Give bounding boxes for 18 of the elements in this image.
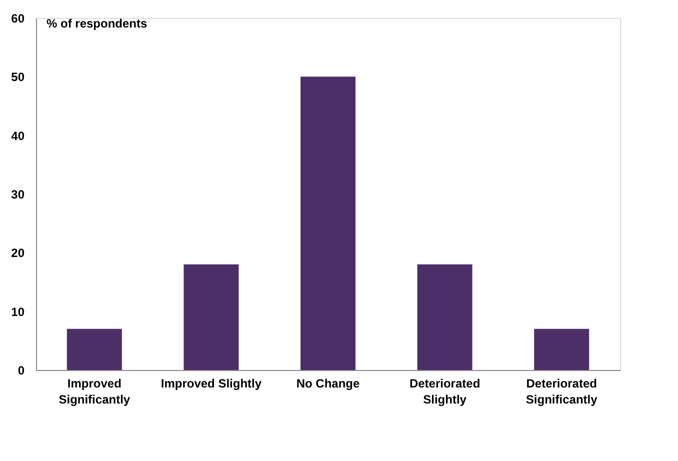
- x-tick-label: Deteriorated Significantly: [526, 376, 598, 406]
- x-tick-label: Deteriorated Slightly: [409, 376, 480, 406]
- y-tick-label: 20: [11, 246, 25, 260]
- bar: [417, 264, 472, 370]
- y-tick-label: 50: [11, 70, 25, 84]
- bar: [184, 264, 239, 370]
- x-tick-label: No Change: [296, 376, 360, 390]
- y-tick-label: 0: [18, 364, 25, 378]
- y-axis-title: % of respondents: [46, 16, 148, 30]
- x-tick-label: Improved Significantly: [58, 376, 130, 406]
- y-tick-label: 10: [11, 304, 25, 319]
- x-tick-label: Improved Slightly: [160, 376, 262, 390]
- y-tick-label: 30: [11, 188, 25, 202]
- y-tick-label: 40: [11, 128, 25, 143]
- bar: [534, 328, 590, 370]
- bar: [300, 76, 356, 370]
- y-tick-label: 60: [11, 12, 25, 26]
- bar: [66, 328, 122, 370]
